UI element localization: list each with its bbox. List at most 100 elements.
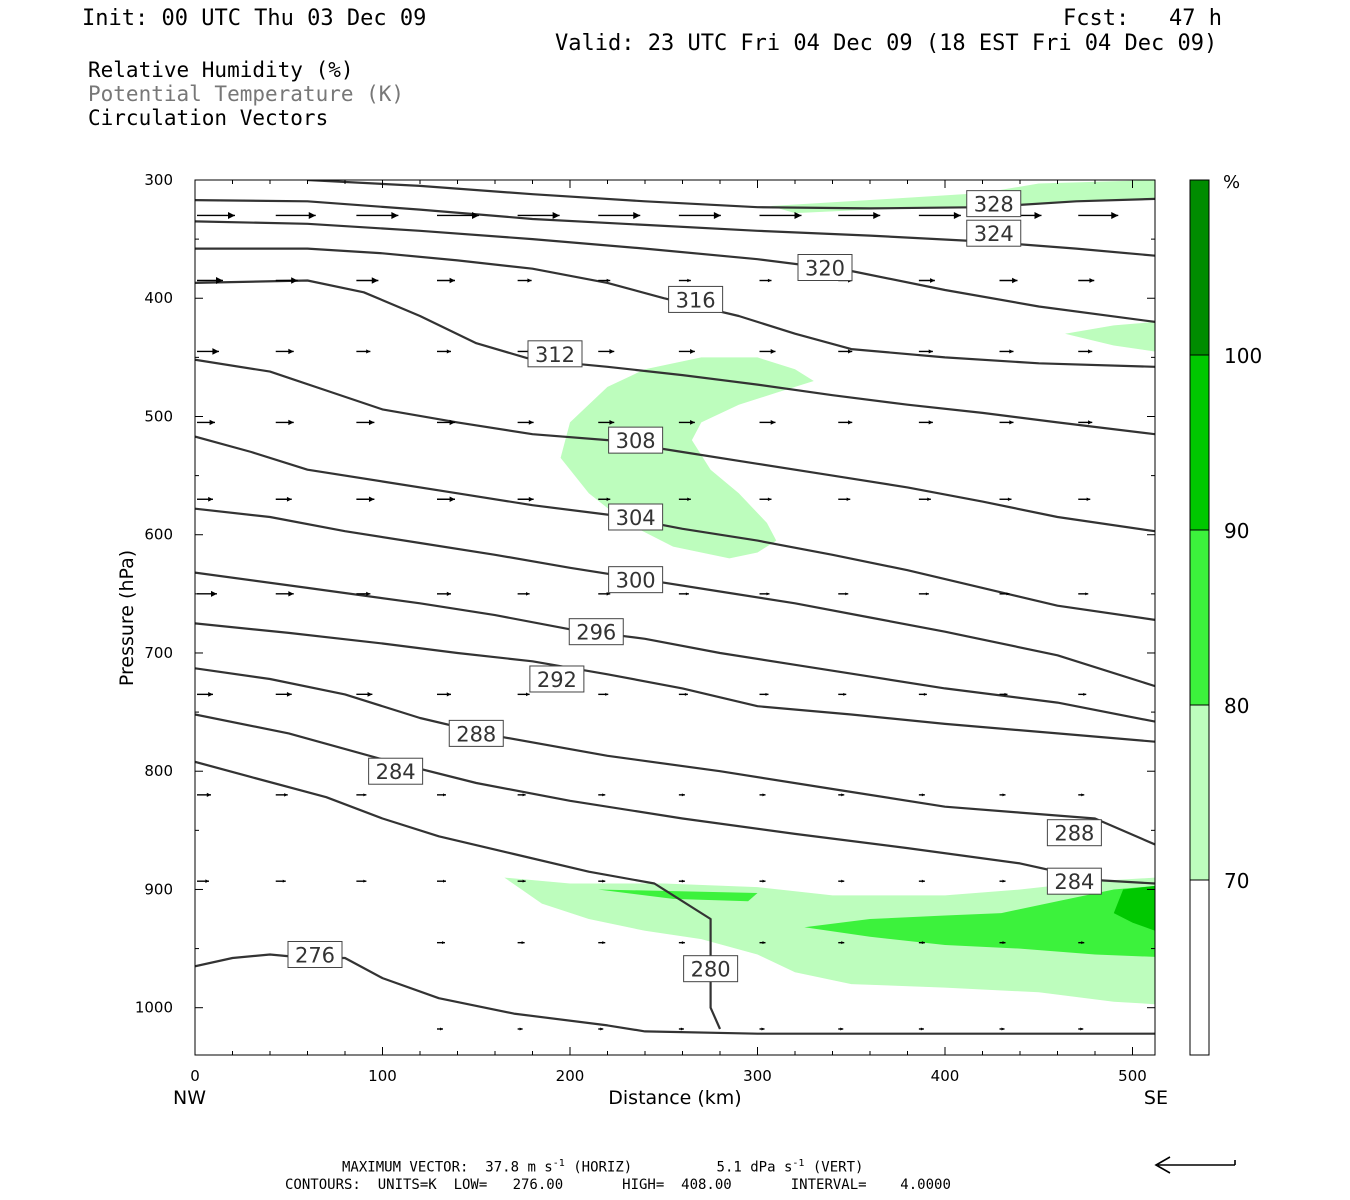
circulation-vector [598,211,641,219]
contour-label-304: 304 [608,503,664,531]
contour-label-316: 316 [668,285,724,313]
x-tick-label: 300 [743,1067,772,1085]
circulation-vector [918,879,925,883]
theta-contour-316 [195,247,1155,368]
circulation-vector [759,592,770,596]
circulation-vector [437,941,445,945]
contour-label-text: 308 [616,429,656,453]
theta-contour-280 [195,760,722,1030]
circulation-vector [918,1027,924,1031]
y-tick-label: 900 [144,880,173,898]
y-tick-label: 600 [144,526,173,544]
contour-label-292: 292 [529,665,585,693]
circulation-vector [517,592,530,596]
y-tick-label: 500 [144,407,173,425]
circulation-vector [517,1027,523,1031]
circulation-vector [437,419,455,426]
contour-label-320: 320 [797,254,853,281]
circulation-vector [838,349,853,354]
vert-exponent: -1 [792,1158,805,1169]
circulation-vector [197,879,209,883]
x-tick-label: 500 [1118,1067,1147,1085]
circulation-vector [356,349,371,354]
circulation-vector [1078,1027,1084,1031]
circulation-vector [356,591,371,596]
theta-contour-296 [195,571,1155,723]
legend-vectors: Circulation Vectors [88,106,329,130]
rh-region-70-80-1 [1065,321,1155,352]
circulation-vector [759,419,776,425]
circulation-vector [918,211,961,219]
circulation-vector [598,592,611,596]
circulation-vector [197,691,213,697]
theta-contour-288 [195,667,1155,846]
circulation-vector [759,278,772,283]
colorbar-segment [1189,354,1210,531]
circulation-vector [437,692,451,697]
contour-label-300: 300 [608,566,664,594]
circulation-vector [275,879,286,883]
contour-label-text: 288 [456,722,496,746]
contour-label-328: 328 [966,190,1022,218]
circulation-vector [275,691,292,697]
contour-label-288: 288 [1046,819,1102,847]
x-end-label-left: NW [173,1087,206,1109]
x-tick-label: 0 [190,1067,200,1085]
circulation-vector [999,941,1006,945]
circulation-vector [838,879,845,883]
valid-time: Valid: 23 UTC Fri 04 Dec 09 (18 EST Fri … [555,31,1218,56]
circulation-vector [838,692,847,696]
circulation-vector [197,211,235,219]
y-axis-title: Pressure (hPa) [116,550,138,686]
x-end-label-right: SE [1144,1087,1168,1109]
circulation-vector [275,211,316,219]
legend-theta: Potential Temperature (K) [88,82,405,106]
colorbar-segment [1189,529,1210,706]
circulation-vector [918,349,933,354]
contour-label-text: 292 [537,668,577,692]
contour-label-text: 300 [616,569,656,593]
circulation-vector [1078,793,1085,797]
contour-label-text: 288 [1054,822,1094,846]
circulation-vector [759,879,766,883]
circulation-vector [197,496,213,502]
circulation-vector [999,592,1010,596]
theta-contour-284 [195,713,1155,885]
circulation-vector [197,590,217,597]
circulation-vector [759,497,772,502]
theta-contour-320 [195,220,1155,323]
y-tick-label: 300 [144,171,173,189]
circulation-vector [517,419,534,425]
circulation-vector [1078,497,1091,502]
circulation-vector [517,793,526,797]
circulation-vector [517,692,530,697]
contour-label-280: 280 [683,955,739,983]
circulation-vector [918,420,933,425]
contour-label-text: 276 [295,943,335,967]
contour-label-text: 320 [805,257,845,281]
max-vector-line: MAXIMUM VECTOR: 37.8 m s-1 (HORIZ) 5.1 d… [342,1159,863,1175]
circulation-vector [678,879,685,883]
x-tick-label: 100 [368,1067,397,1085]
circulation-vector [437,879,446,883]
circulation-vector [356,691,373,697]
y-tick-label: 800 [144,762,173,780]
circulation-vector [678,692,688,696]
circulation-vector [678,211,721,219]
circulation-vector [918,692,927,696]
horiz-value: 37.8 m s [485,1159,553,1176]
horiz-unit: (HORIZ) [573,1159,633,1176]
circulation-vector [999,793,1006,797]
circulation-vector [838,497,851,502]
circulation-vector [759,211,802,219]
circulation-vector [1078,211,1119,219]
circulation-vector [598,692,609,696]
theta-contour-324 [195,199,1155,257]
contour-label-288: 288 [448,719,504,747]
circulation-vector [838,420,853,425]
y-tick-label: 1000 [135,999,173,1017]
theta-contour-328 [307,180,1155,210]
circulation-vector [598,1027,604,1031]
circulation-vector [759,941,766,945]
